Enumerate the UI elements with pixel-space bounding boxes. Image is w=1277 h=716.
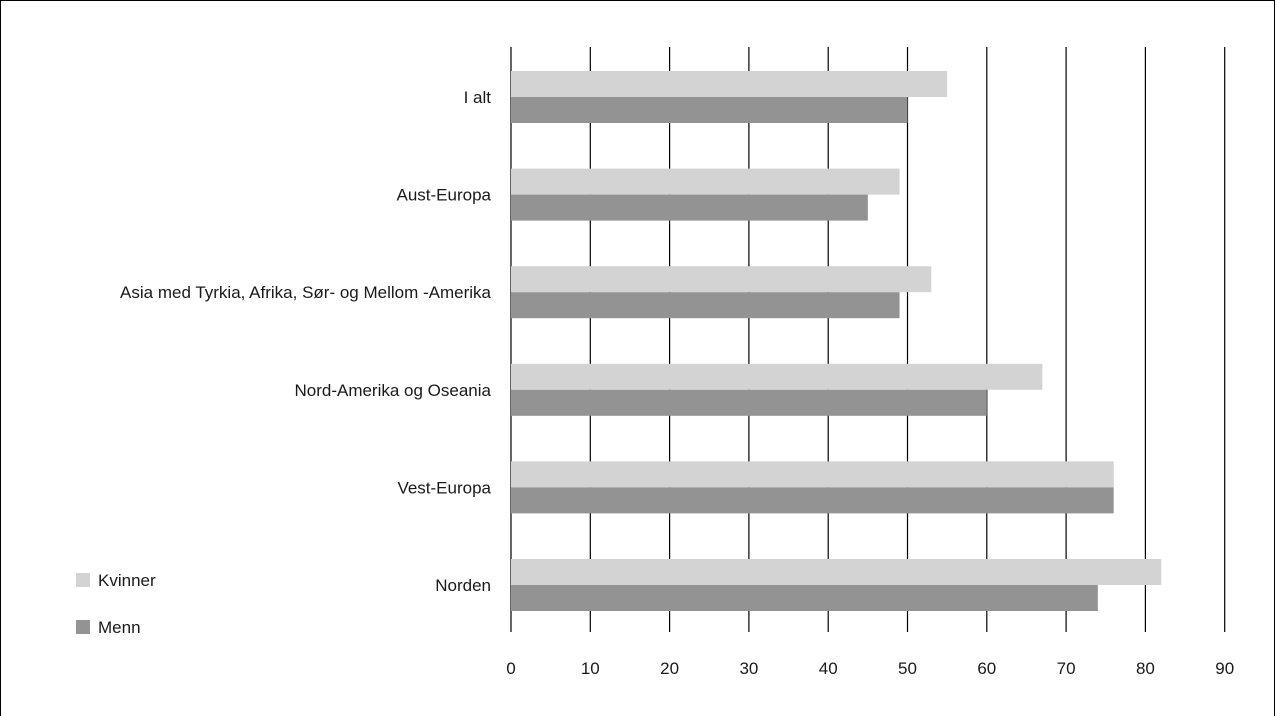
category-label-i-alt: I alt	[464, 88, 492, 107]
bar-menn-nord-amerika-og-oseania	[511, 389, 987, 416]
category-label-vest-europa: Vest-Europa	[397, 478, 491, 497]
bars	[511, 71, 1162, 611]
legend: Kvinner Menn	[76, 571, 156, 637]
bar-kvinner-aust-europa	[511, 168, 900, 195]
bar-kvinner-nord-amerika-og-oseania	[511, 363, 1043, 390]
gridlines	[510, 47, 1226, 632]
bar-menn-i-alt	[511, 97, 908, 123]
x-axis-tick-labels: 0 10 20 30 40 50 60 70 80 90	[506, 659, 1234, 678]
category-label-norden: Norden	[435, 576, 491, 595]
category-labels: I alt Aust-Europa Asia med Tyrkia, Afrika,…	[120, 88, 491, 595]
x-tick-label-80: 80	[1136, 659, 1155, 678]
bar-menn-asia-med-tyrkia-afrika-s-r-og-mellom-amerika	[511, 292, 900, 319]
bar-kvinner-i-alt	[511, 71, 948, 97]
category-label-nord-amerika-og-oseania: Nord-Amerika og Oseania	[294, 381, 491, 400]
bar-kvinner-norden	[511, 559, 1162, 585]
x-tick-label-0: 0	[506, 659, 515, 678]
x-tick-label-90: 90	[1215, 659, 1234, 678]
legend-label-kvinner: Kvinner	[98, 571, 156, 590]
x-tick-label-40: 40	[819, 659, 838, 678]
x-tick-label-10: 10	[581, 659, 600, 678]
bar-menn-vest-europa	[511, 487, 1114, 514]
legend-swatch-menn	[76, 620, 90, 634]
bar-menn-aust-europa	[511, 194, 868, 221]
x-tick-label-20: 20	[660, 659, 679, 678]
x-tick-label-60: 60	[977, 659, 996, 678]
bar-kvinner-vest-europa	[511, 461, 1114, 488]
x-tick-label-30: 30	[739, 659, 758, 678]
bar-menn-norden	[511, 585, 1098, 611]
category-label-asia-med-tyrkia-afrika-s-r-og-mellom-amerika: Asia med Tyrkia, Afrika, Sør- og Mellom …	[120, 283, 491, 302]
x-tick-label-50: 50	[898, 659, 917, 678]
legend-swatch-kvinner	[76, 573, 90, 587]
x-tick-label-70: 70	[1057, 659, 1076, 678]
category-label-aust-europa: Aust-Europa	[397, 186, 492, 205]
bar-kvinner-asia-med-tyrkia-afrika-s-r-og-mellom-amerika	[511, 266, 932, 293]
legend-label-menn: Menn	[98, 618, 141, 637]
